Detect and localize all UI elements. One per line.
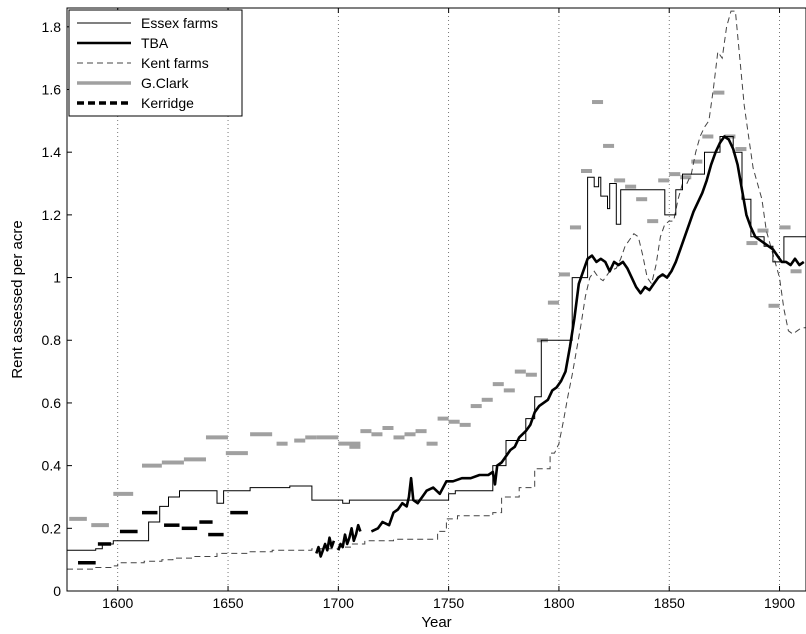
x-tick-label: 1600: [102, 595, 133, 611]
x-tick-label: 1800: [543, 595, 574, 611]
legend-label-g-clark: G.Clark: [141, 75, 189, 91]
legend-label-kent-farms: Kent farms: [141, 55, 209, 71]
x-tick-label: 1650: [212, 595, 243, 611]
x-tick-label: 1750: [433, 595, 464, 611]
y-tick-label: 1.2: [42, 207, 62, 223]
legend: Essex farms TBA Kent farms G.Clark Kerridge: [69, 10, 242, 116]
y-tick-label: 1: [53, 270, 61, 286]
y-tick-label: 0.4: [42, 458, 62, 474]
x-tick-label: 1850: [654, 595, 685, 611]
y-tick-label: 0.2: [42, 520, 62, 536]
x-tick-label: 1900: [764, 595, 795, 611]
y-tick-label: 0.8: [42, 332, 62, 348]
y-tick-label: 1.6: [42, 81, 62, 97]
legend-label-essex-farms: Essex farms: [141, 15, 218, 31]
legend-label-kerridge: Kerridge: [141, 95, 194, 111]
y-tick-label: 0.6: [42, 395, 62, 411]
y-tick-label: 1.8: [42, 19, 62, 35]
legend-label-tba: TBA: [141, 35, 169, 51]
y-axis-title: Rent assessed per acre: [9, 220, 26, 378]
y-tick-label: 0: [53, 583, 61, 599]
x-tick-label: 1700: [323, 595, 354, 611]
x-axis-title: Year: [421, 614, 451, 631]
y-tick-label: 1.4: [42, 144, 62, 160]
